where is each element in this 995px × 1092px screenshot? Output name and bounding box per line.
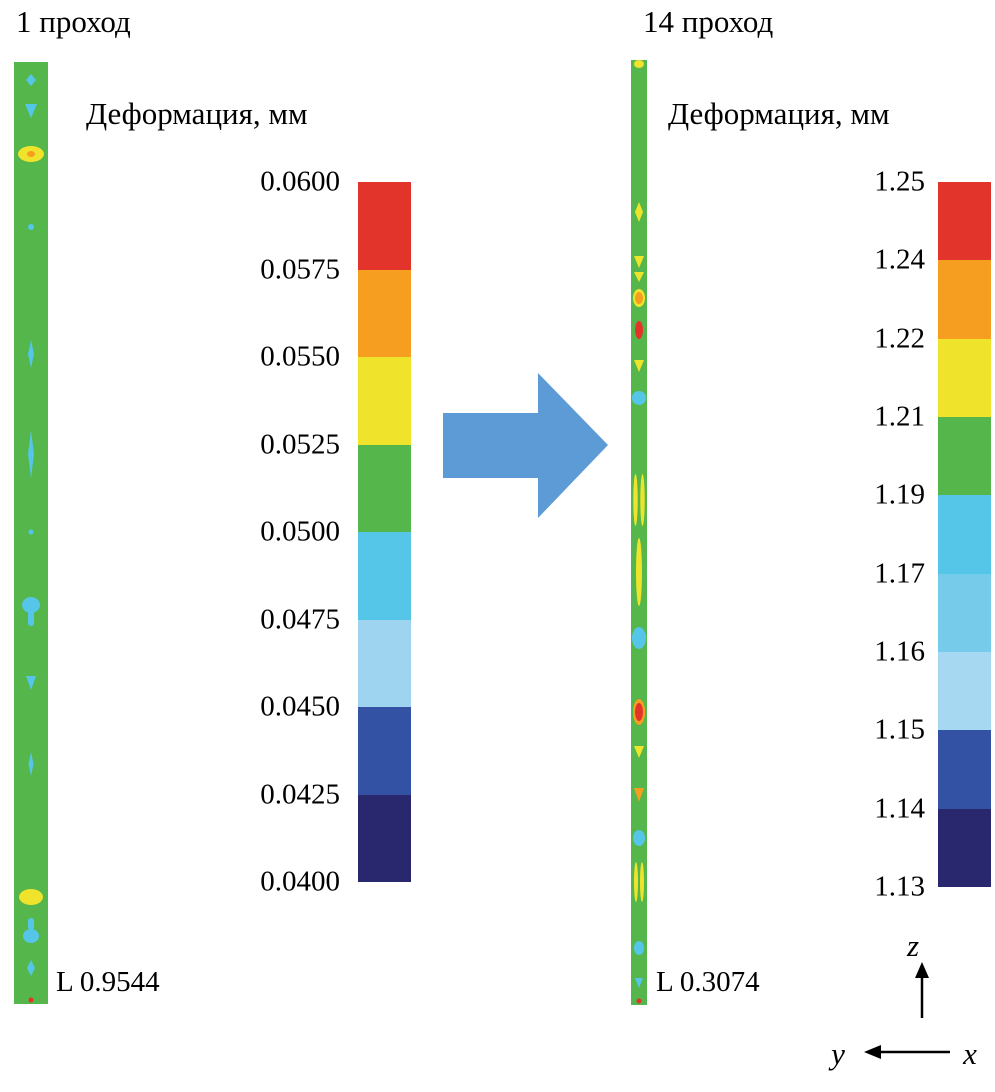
colorbar-band xyxy=(938,416,991,496)
left-legend-labels: 0.0600 0.0575 0.0550 0.0525 0.0500 0.047… xyxy=(190,166,340,898)
legend-tick: 0.0525 xyxy=(260,428,340,460)
legend-tick: 0.0450 xyxy=(260,690,340,723)
colorbar-band xyxy=(938,651,991,731)
colorbar-band xyxy=(358,357,411,445)
axis-label-y: y xyxy=(828,1036,845,1071)
colorbar-band xyxy=(938,338,991,417)
transition-arrow-icon xyxy=(443,373,608,518)
legend-tick: 1.17 xyxy=(874,557,925,590)
colorbar-band xyxy=(938,808,991,887)
legend-tick: 1.22 xyxy=(874,322,925,355)
colorbar-band xyxy=(938,260,991,339)
left-panel-title: 1 проход xyxy=(16,4,131,39)
colorbar-band xyxy=(358,794,411,882)
legend-tick: 1.14 xyxy=(874,792,925,825)
colorbar-band xyxy=(938,573,991,652)
legend-tick: 0.0550 xyxy=(260,340,340,373)
right-colorbar xyxy=(938,182,991,887)
legend-tick: 0.0575 xyxy=(260,253,340,285)
left-legend-title: Деформация, мм xyxy=(86,96,308,131)
legend-tick: 0.0400 xyxy=(260,865,340,898)
left-min-label: L 0.9544 xyxy=(56,966,160,998)
legend-tick: 1.13 xyxy=(874,870,925,903)
colorbar-band xyxy=(358,444,411,532)
arrow-shape xyxy=(443,373,608,518)
axis-label-x: x xyxy=(962,1036,977,1071)
right-panel-title: 14 проход xyxy=(643,4,774,39)
left-contour-strip xyxy=(14,62,48,1004)
legend-tick: 1.24 xyxy=(874,243,925,276)
legend-tick: 0.0475 xyxy=(260,603,340,635)
axis-label-z: z xyxy=(906,928,919,963)
legend-tick: 1.16 xyxy=(874,635,925,668)
colorbar-band xyxy=(358,707,411,795)
coordinate-axes: z y x xyxy=(828,928,977,1071)
legend-tick: 0.0500 xyxy=(260,515,340,548)
legend-tick: 0.0600 xyxy=(260,165,340,198)
legend-tick: 1.25 xyxy=(874,165,925,198)
legend-tick: 0.0425 xyxy=(260,778,340,810)
right-min-label: L 0.3074 xyxy=(656,966,760,998)
colorbar-band xyxy=(938,730,991,809)
right-legend-labels: 1.25 1.24 1.22 1.21 1.19 1.17 1.16 1.15 … xyxy=(800,166,925,903)
legend-tick: 1.19 xyxy=(874,478,925,511)
z-axis-arrowhead-icon xyxy=(915,962,929,978)
legend-tick: 1.15 xyxy=(874,713,925,746)
colorbar-band xyxy=(938,495,991,574)
colorbar-band xyxy=(358,619,411,707)
colorbar-band xyxy=(358,269,411,357)
left-colorbar xyxy=(358,182,411,882)
colorbar-band xyxy=(358,182,411,270)
legend-tick: 1.21 xyxy=(874,400,925,433)
y-axis-arrowhead-icon xyxy=(864,1045,881,1059)
right-contour-strip xyxy=(631,60,647,1005)
colorbar-band xyxy=(358,532,411,620)
right-legend-title: Деформация, мм xyxy=(668,96,890,131)
colorbar-band xyxy=(938,182,991,261)
